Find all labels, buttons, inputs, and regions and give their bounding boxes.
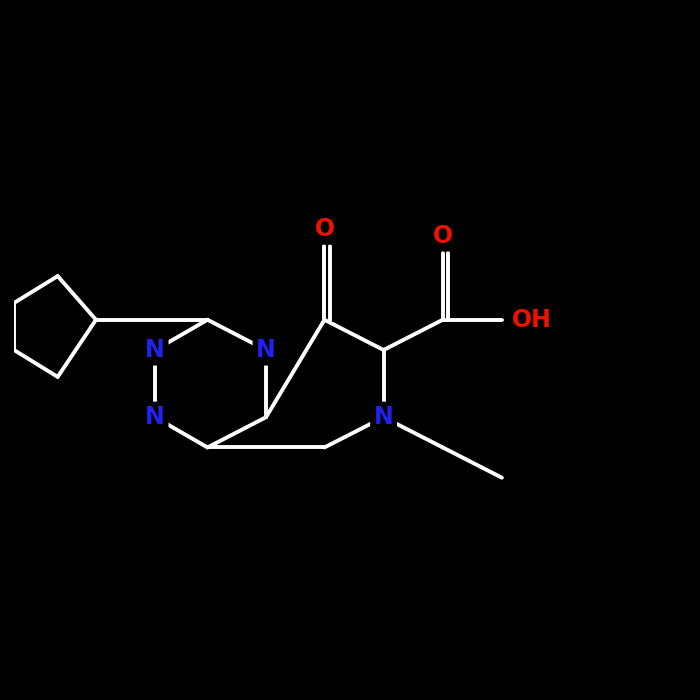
Text: N: N [145, 405, 165, 429]
Text: N: N [256, 338, 276, 362]
Text: N: N [374, 405, 393, 429]
Text: N: N [145, 338, 165, 362]
Text: O: O [433, 224, 453, 248]
Text: OH: OH [512, 308, 552, 332]
Text: O: O [314, 217, 335, 241]
